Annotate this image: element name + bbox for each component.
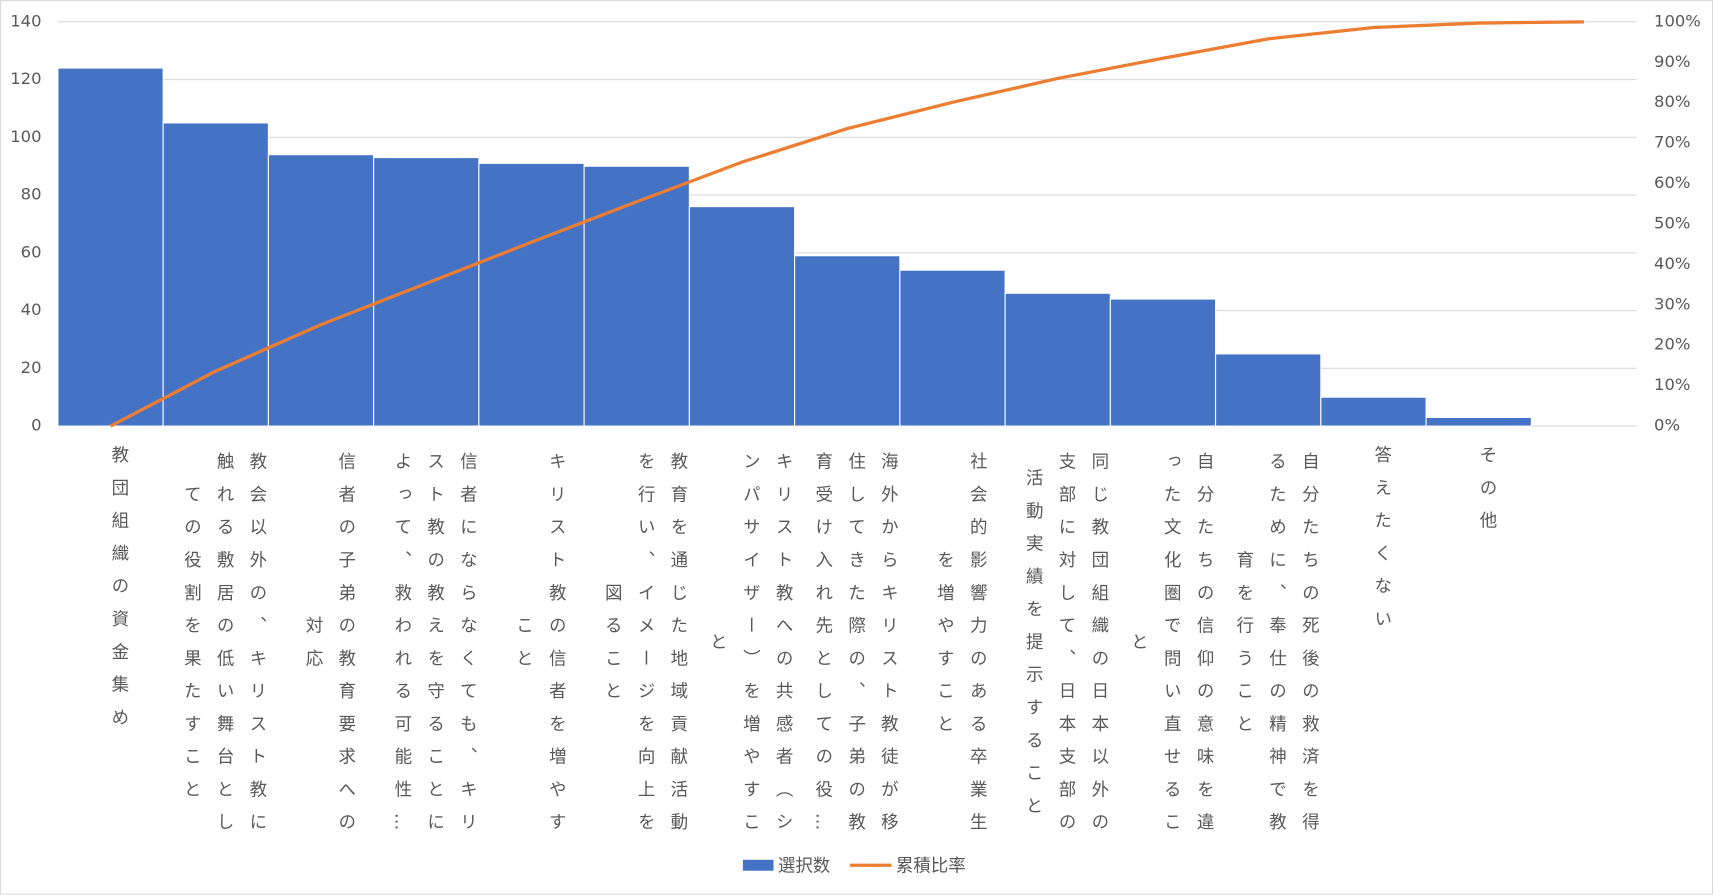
bar	[688, 206, 796, 427]
x-tick-label: 信者の子弟の教育要求への対応	[302, 452, 356, 846]
y2-tick-label: 50%	[1654, 213, 1690, 232]
x-tick-label: 海外からキリスト教徒が移住してきた際の、子弟の教育受け入れ先としての役…	[812, 452, 899, 846]
x-tick-label: その他	[1476, 445, 1498, 545]
y2-tick-label: 10%	[1654, 375, 1690, 394]
y2-tick-label: 90%	[1654, 52, 1690, 71]
y-tick-label: 100	[10, 127, 41, 146]
bar	[899, 269, 1006, 427]
x-tick-label: 教会以外の、キリスト教に触れる敷居の低い舞台としての役割を果たすこと	[180, 452, 268, 846]
bar	[794, 255, 901, 427]
legend-label: 選択数	[778, 856, 830, 876]
y-tick-label: 0	[31, 416, 41, 435]
bar	[1320, 396, 1427, 427]
y-tick-label: 120	[10, 69, 41, 88]
bar	[1004, 292, 1111, 427]
y2-tick-label: 70%	[1654, 133, 1690, 152]
bar	[57, 67, 164, 427]
x-tick-label: 教団組織の資金集め	[108, 445, 130, 741]
legend-swatch	[742, 859, 774, 871]
bar	[1215, 353, 1322, 427]
x-tick-label: 自分たちの死後の救済を得るために、奉仕の精神で教育を行うこと	[1233, 452, 1320, 846]
x-tick-label: 答えたくない	[1371, 445, 1393, 643]
y-tick-label: 20	[21, 358, 42, 377]
y-tick-label: 80	[21, 185, 42, 204]
x-tick-label: 自分たちの信仰の意味を違った文化圏で問い直せること	[1128, 452, 1215, 846]
y2-tick-label: 30%	[1654, 294, 1690, 313]
x-tick-label: キリスト教の信者を増やすこと	[512, 452, 567, 846]
bar	[1425, 416, 1532, 427]
y-tick-label: 60	[21, 242, 42, 261]
x-tick-label: 社会的影響力のある卒業生を増やすこと	[933, 452, 988, 846]
y2-tick-label: 80%	[1654, 92, 1690, 111]
bar	[267, 154, 375, 427]
y-tick-label: 140	[10, 11, 41, 30]
bar	[478, 162, 585, 427]
bar	[583, 165, 690, 427]
x-tick-label: 同じ教団組織の日本以外の支部に対して、日本支部の活動実績を提示すること	[1022, 452, 1110, 846]
cumulative-line	[109, 20, 1584, 428]
legend-label: 累積比率	[896, 856, 966, 876]
bar	[373, 157, 480, 427]
y2-tick-label: 0%	[1654, 416, 1680, 435]
bar	[162, 122, 269, 427]
bar	[1109, 298, 1217, 427]
y2-tick-label: 100%	[1654, 11, 1701, 30]
y2-tick-label: 20%	[1654, 335, 1690, 354]
x-tick-label: キリスト教への共感者（シンパサイザー）を増やすこと	[707, 452, 794, 846]
x-tick-label: 教育を通じた地域貢献活動を行い、イメージを向上を図ること	[601, 452, 689, 846]
x-tick-label: 信者にならなくても、キリスト教の教えを守ることによって、救われる可能性…	[391, 452, 478, 846]
y-tick-label: 40	[21, 300, 42, 319]
y2-tick-label: 40%	[1654, 254, 1690, 273]
y2-tick-label: 60%	[1654, 173, 1690, 192]
